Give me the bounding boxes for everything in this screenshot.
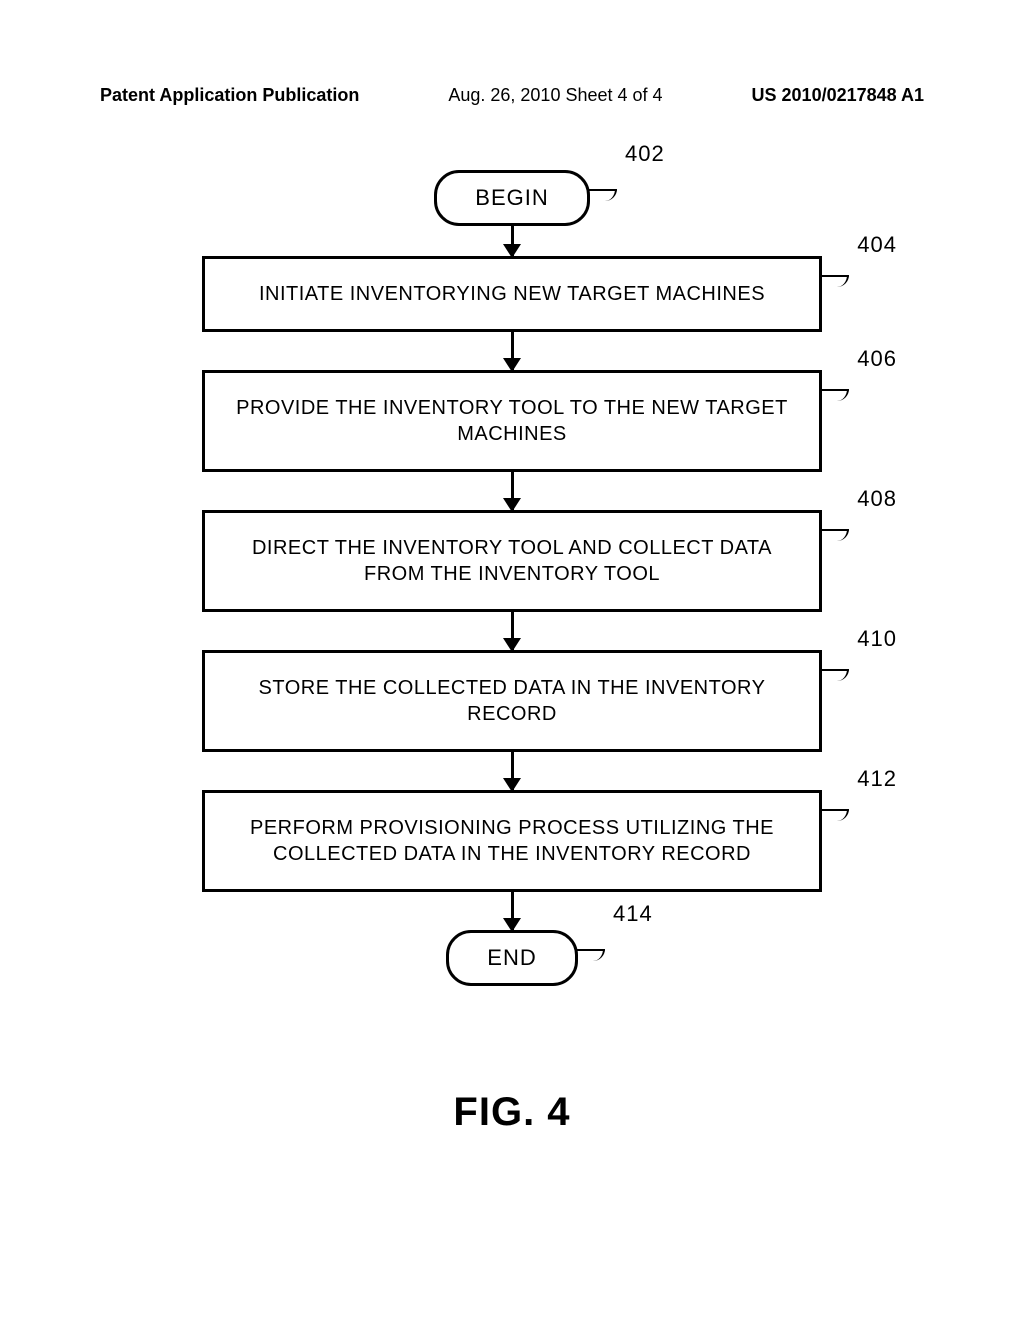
ref-label-412: 412 (857, 765, 897, 794)
ref-label-402: 402 (625, 141, 665, 167)
terminal-end: END 414 (446, 930, 577, 986)
header-date-sheet: Aug. 26, 2010 Sheet 4 of 4 (448, 85, 662, 106)
process-406: PROVIDE THE INVENTORY TOOL TO THE NEW TA… (202, 370, 822, 472)
ref-label-404: 404 (857, 231, 897, 260)
arrow-3 (511, 472, 514, 510)
process-410-label: STORE THE COLLECTED DATA IN THE INVENTOR… (259, 677, 766, 725)
ref-connector-408 (821, 529, 849, 541)
ref-connector-406 (821, 389, 849, 401)
terminal-begin-label: BEGIN (475, 185, 548, 210)
ref-label-408: 408 (857, 485, 897, 514)
arrow-1 (511, 226, 514, 256)
process-408-label: DIRECT THE INVENTORY TOOL AND COLLECT DA… (252, 537, 772, 585)
flowchart: BEGIN 402 INITIATE INVENTORYING NEW TARG… (0, 170, 1024, 986)
arrow-5 (511, 752, 514, 790)
ref-label-406: 406 (857, 345, 897, 374)
ref-connector-410 (821, 669, 849, 681)
figure-caption: FIG. 4 (0, 1090, 1024, 1135)
arrow-4 (511, 612, 514, 650)
process-412-label: PERFORM PROVISIONING PROCESS UTILIZING T… (250, 817, 774, 865)
arrow-2 (511, 332, 514, 370)
ref-connector-404 (821, 275, 849, 287)
ref-connector-414 (577, 949, 605, 961)
ref-label-414: 414 (613, 901, 653, 927)
process-412: PERFORM PROVISIONING PROCESS UTILIZING T… (202, 790, 822, 892)
terminal-end-label: END (487, 945, 536, 970)
process-404: INITIATE INVENTORYING NEW TARGET MACHINE… (202, 256, 822, 332)
ref-label-410: 410 (857, 625, 897, 654)
process-404-label: INITIATE INVENTORYING NEW TARGET MACHINE… (259, 283, 765, 305)
terminal-begin: BEGIN 402 (434, 170, 589, 226)
ref-connector-412 (821, 809, 849, 821)
process-408: DIRECT THE INVENTORY TOOL AND COLLECT DA… (202, 510, 822, 612)
header-publication: Patent Application Publication (100, 85, 359, 106)
arrow-6 (511, 892, 514, 930)
page-header: Patent Application Publication Aug. 26, … (0, 85, 1024, 106)
process-406-label: PROVIDE THE INVENTORY TOOL TO THE NEW TA… (236, 397, 788, 445)
process-410: STORE THE COLLECTED DATA IN THE INVENTOR… (202, 650, 822, 752)
header-patent-number: US 2010/0217848 A1 (752, 85, 924, 106)
ref-connector-402 (589, 189, 617, 201)
